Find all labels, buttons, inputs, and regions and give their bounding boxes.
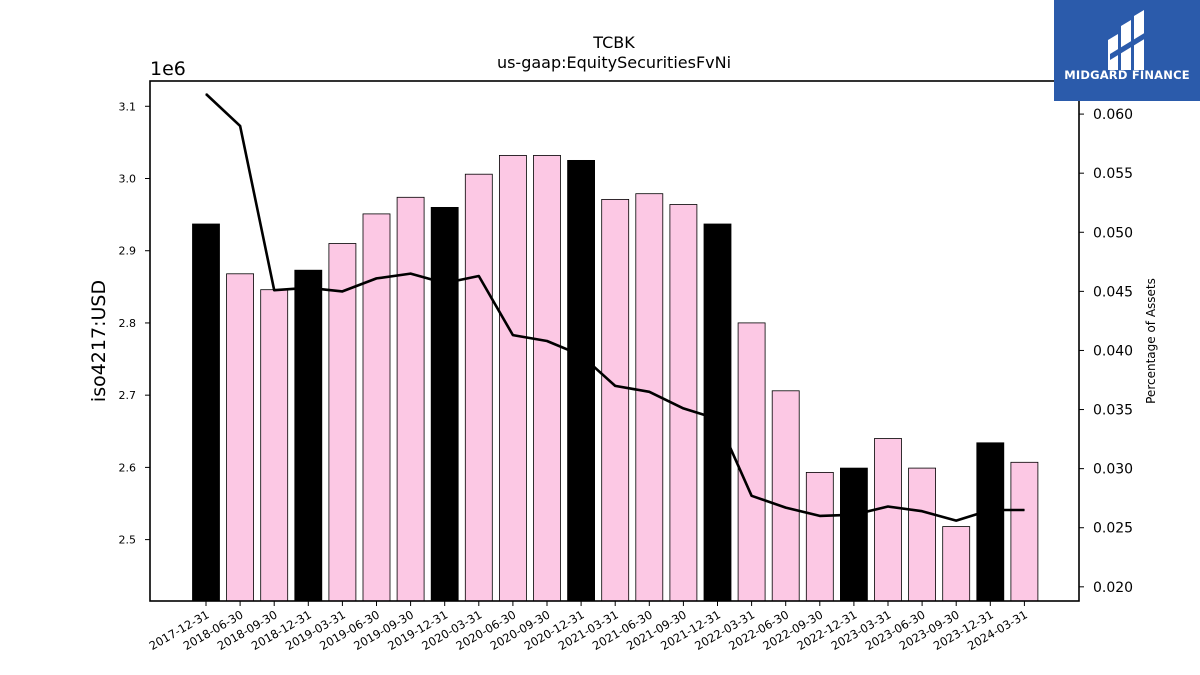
y2-tick-label: 0.020 — [1093, 580, 1133, 596]
bar-2021-03-31 — [601, 198, 630, 602]
y2-tick-label: 0.025 — [1093, 521, 1133, 537]
line-point-2019-06-30 — [376, 277, 377, 279]
line-point-2020-09-30 — [546, 340, 548, 342]
bar-2023-12-31 — [976, 442, 1005, 602]
line-point-2019-03-31 — [341, 290, 343, 292]
left-axis-ticks: 2.5 2.6 2.7 2.8 2.9 3.0 3.1 — [119, 100, 150, 547]
y2-tick-label: 0.060 — [1093, 107, 1133, 123]
chart-title: TCBK — [592, 33, 635, 52]
y-tick-label: 2.7 — [119, 389, 137, 402]
brand-name: MIDGARD FINANCE — [1064, 68, 1190, 82]
bar-2018-12-31 — [294, 269, 323, 602]
y-tick-label: 2.8 — [119, 317, 137, 330]
line-point-2017-12-31 — [205, 93, 207, 95]
bar-2018-09-30 — [260, 289, 289, 602]
bar-2020-03-31 — [464, 173, 493, 602]
line-point-2022-03-31 — [751, 495, 753, 497]
bar-2024-03-31 — [1010, 461, 1039, 602]
y2-tick-label: 0.040 — [1093, 343, 1133, 359]
line-point-2019-09-30 — [410, 273, 412, 275]
y-tick-label: 3.1 — [119, 100, 137, 113]
line-point-2018-06-30 — [239, 125, 241, 127]
line-point-2018-09-30 — [273, 289, 275, 291]
line-point-2021-09-30 — [682, 407, 684, 409]
line-point-2020-03-31 — [478, 275, 480, 277]
bar-2022-09-30 — [805, 471, 834, 602]
line-point-2021-06-30 — [648, 391, 650, 393]
line-point-2024-03-31 — [1023, 509, 1025, 511]
bar-2018-06-30 — [226, 273, 255, 602]
y-tick-label: 3.0 — [119, 173, 137, 186]
line-point-2018-12-31 — [307, 287, 309, 289]
line-point-2022-06-30 — [785, 507, 787, 509]
bar-2023-06-30 — [908, 467, 936, 602]
y2-tick-label: 0.045 — [1093, 284, 1133, 300]
bar-2021-12-31 — [703, 223, 732, 602]
plot-frame — [149, 80, 1080, 602]
y-axis-label: iso4217:USD — [88, 280, 110, 402]
line-point-2022-12-31 — [853, 514, 855, 516]
bar-2017-12-31 — [192, 223, 220, 602]
bar-2019-09-30 — [396, 196, 425, 602]
y2-tick-label: 0.030 — [1093, 462, 1133, 478]
y2-axis-label: Percentage of Assets — [1144, 278, 1158, 404]
bar-2022-12-31 — [840, 467, 868, 602]
y-tick-label: 2.5 — [119, 534, 137, 547]
bar-2022-03-31 — [737, 322, 766, 602]
line-point-2020-06-30 — [512, 334, 514, 336]
y2-tick-label: 0.035 — [1093, 403, 1133, 419]
chart-subtitle: us-gaap:EquitySecuritiesFvNi — [497, 53, 731, 72]
line-point-2019-12-31 — [444, 282, 446, 284]
bar-2023-03-31 — [874, 438, 902, 602]
y-offset-label: 1e6 — [150, 58, 186, 80]
bar-2020-12-31 — [567, 159, 595, 602]
bars — [192, 154, 1039, 602]
line-point-2021-03-31 — [614, 385, 616, 387]
percentage-line-layer — [205, 93, 1025, 522]
bar-2019-06-30 — [362, 213, 391, 602]
brand-logo: MIDGARD FINANCE — [1054, 0, 1200, 101]
y2-tick-label: 0.050 — [1093, 225, 1133, 241]
bar-2020-06-30 — [498, 154, 527, 602]
midgard-logo-icon — [1108, 10, 1146, 70]
right-axis-ticks: 0.020 0.025 0.030 0.035 0.040 0.045 0.050 0.055… — [1079, 107, 1133, 596]
line-point-2020-12-31 — [580, 354, 582, 356]
bar-2023-09-30 — [942, 526, 971, 602]
bar-2022-06-30 — [771, 390, 800, 602]
line-point-2023-09-30 — [955, 520, 957, 522]
x-axis-ticks: 2017-12-312018-06-302018-09-302018-12-31… — [147, 601, 1030, 653]
line-point-2022-09-30 — [819, 515, 821, 517]
bar-2019-03-31 — [328, 243, 357, 602]
line-point-2023-06-30 — [921, 510, 923, 512]
y-tick-label: 2.6 — [119, 461, 137, 474]
line-point-2023-12-31 — [989, 509, 991, 511]
line-point-2021-12-31 — [717, 418, 718, 420]
bar-2020-09-30 — [533, 154, 561, 602]
bar-2019-12-31 — [430, 206, 459, 602]
line-point-2023-03-31 — [887, 506, 889, 507]
y2-tick-label: 0.055 — [1093, 166, 1133, 182]
y-tick-label: 2.9 — [119, 245, 137, 258]
